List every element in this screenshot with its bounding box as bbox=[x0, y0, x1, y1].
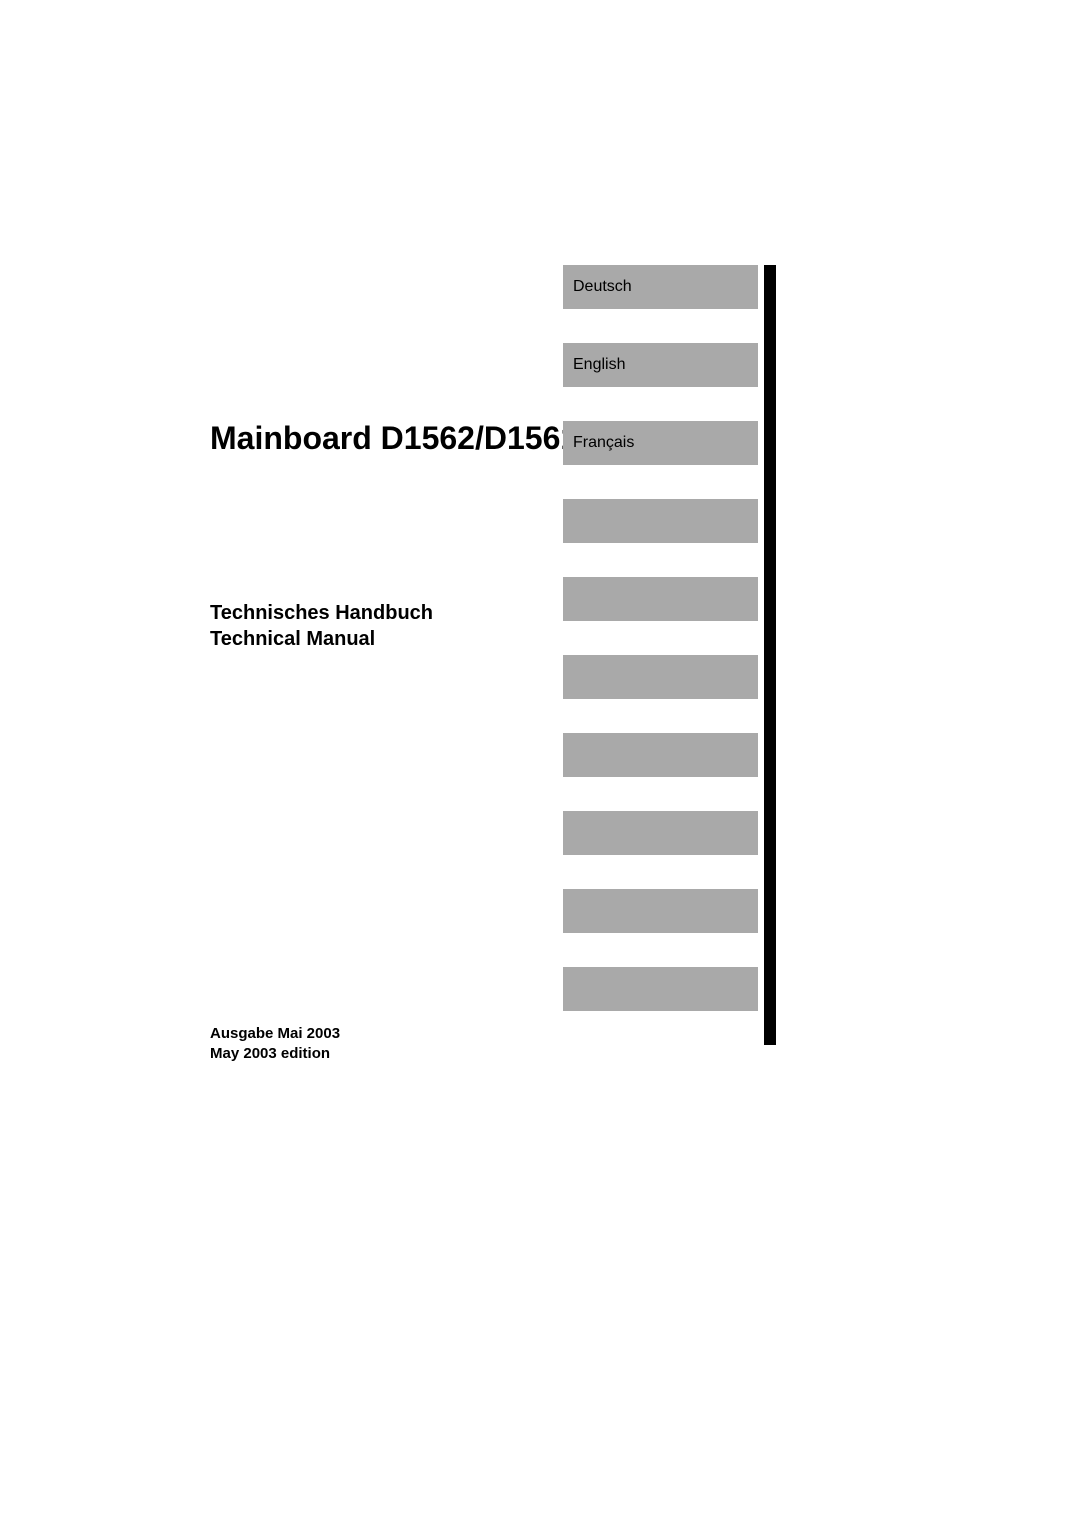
tab-slot-empty-10 bbox=[563, 967, 776, 1045]
tab-slot-empty-9 bbox=[563, 889, 776, 967]
tab-francais[interactable]: Français bbox=[563, 421, 758, 465]
tab-empty[interactable] bbox=[563, 811, 758, 855]
tab-slot-deutsch: Deutsch bbox=[563, 265, 776, 343]
tab-slot-empty-4 bbox=[563, 499, 776, 577]
tab-empty[interactable] bbox=[563, 889, 758, 933]
tab-spine bbox=[764, 421, 776, 499]
tab-slot-francais: Français bbox=[563, 421, 776, 499]
tab-label: Français bbox=[573, 434, 634, 452]
subtitle-block: Technisches Handbuch Technical Manual bbox=[210, 600, 433, 652]
edition-block: Ausgabe Mai 2003 May 2003 edition bbox=[210, 1024, 340, 1065]
tab-spine bbox=[764, 577, 776, 655]
tab-slot-empty-5 bbox=[563, 577, 776, 655]
edition-line-2: May 2003 edition bbox=[210, 1044, 340, 1064]
tab-empty[interactable] bbox=[563, 499, 758, 543]
tab-empty[interactable] bbox=[563, 577, 758, 621]
tab-slot-english: English bbox=[563, 343, 776, 421]
tab-spine bbox=[764, 499, 776, 577]
tab-spine bbox=[764, 343, 776, 421]
tab-spine bbox=[764, 733, 776, 811]
tab-deutsch[interactable]: Deutsch bbox=[563, 265, 758, 309]
subtitle-line-2: Technical Manual bbox=[210, 626, 433, 652]
page-title: Mainboard D1562/D1561 bbox=[210, 420, 578, 457]
tab-empty[interactable] bbox=[563, 733, 758, 777]
tab-slot-empty-6 bbox=[563, 655, 776, 733]
tab-spine bbox=[764, 967, 776, 1045]
tab-spine bbox=[764, 889, 776, 967]
tab-slot-empty-8 bbox=[563, 811, 776, 889]
tab-spine bbox=[764, 265, 776, 343]
tab-empty[interactable] bbox=[563, 967, 758, 1011]
tab-spine bbox=[764, 811, 776, 889]
language-tabs: Deutsch English Français bbox=[563, 265, 776, 1045]
subtitle-line-1: Technisches Handbuch bbox=[210, 600, 433, 626]
tab-label: Deutsch bbox=[573, 278, 632, 296]
tab-empty[interactable] bbox=[563, 655, 758, 699]
tab-english[interactable]: English bbox=[563, 343, 758, 387]
cover-page: Mainboard D1562/D1561 Technisches Handbu… bbox=[0, 0, 1080, 1528]
tab-label: English bbox=[573, 356, 625, 374]
edition-line-1: Ausgabe Mai 2003 bbox=[210, 1024, 340, 1044]
tab-spine bbox=[764, 655, 776, 733]
tab-slot-empty-7 bbox=[563, 733, 776, 811]
